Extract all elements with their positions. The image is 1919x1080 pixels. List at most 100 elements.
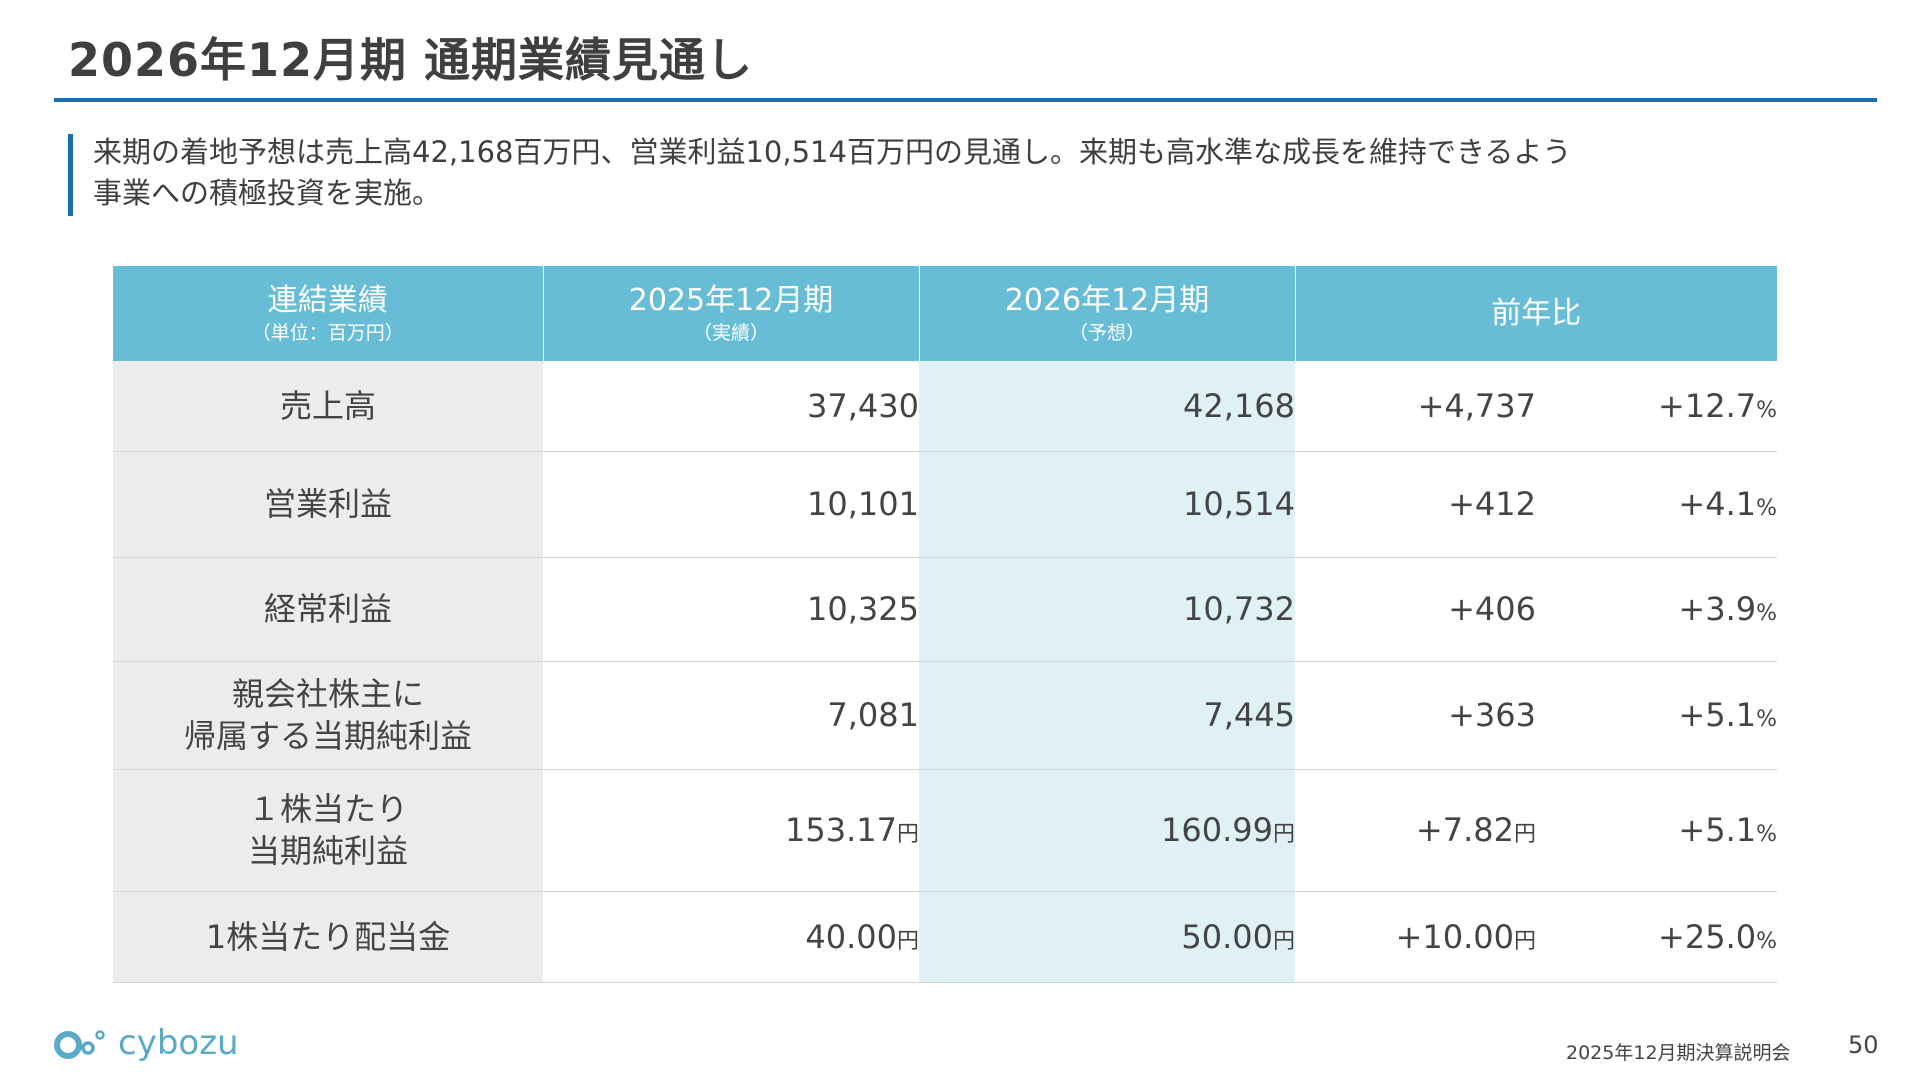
logo-wordmark: cybozu (118, 1023, 239, 1063)
row-label-line: 営業利益 (263, 485, 392, 523)
cell-fy2025: 153.17円 (543, 769, 919, 892)
cell-yoy-pct: +5.1% (1536, 769, 1777, 892)
value: +3.9 (1678, 590, 1757, 628)
value: +4.1 (1678, 485, 1757, 523)
cell-yoy-diff: +412 (1295, 451, 1536, 558)
value: 37,430 (807, 386, 919, 425)
value: 42,168 (1183, 386, 1295, 425)
unit: % (1756, 496, 1777, 521)
value: 153.17 (785, 811, 897, 849)
lead-line-1: 来期の着地予想は売上高42,168百万円、営業利益10,514百万円の見通し。来… (93, 135, 1572, 169)
row-label: 売上高 (113, 361, 543, 452)
row-label: 経常利益 (113, 557, 543, 662)
header-yoy: 前年比 (1295, 266, 1777, 361)
header-fy2025: 2025年12月期 （実績） (543, 266, 920, 361)
row-label-line: 経常利益 (263, 590, 392, 628)
unit: 円 (1513, 928, 1536, 954)
header-metric-unit: （単位：百万円） (251, 321, 404, 344)
cell-fy2025: 10,325 (543, 557, 919, 662)
cell-fy2026: 50.00円 (919, 891, 1295, 983)
footer-event-name: 2025年12月期決算説明会 (1566, 1042, 1791, 1064)
cybozu-logo: cybozu (54, 1023, 239, 1063)
page-title: 2026年12月期 通期業績見通し (68, 33, 754, 87)
lead-text: 来期の着地予想は売上高42,168百万円、営業利益10,514百万円の見通し。来… (93, 132, 1853, 214)
header-metric: 連結業績 （単位：百万円） (113, 266, 544, 361)
cell-fy2026: 42,168 (919, 361, 1295, 452)
cell-fy2026: 160.99円 (919, 769, 1295, 892)
value: +5.1 (1678, 696, 1757, 734)
row-label-line: 当期純利益 (247, 832, 408, 870)
value: 10,732 (1183, 590, 1295, 628)
header-fy2025-label: 2025年12月期 (628, 282, 834, 318)
value: +25.0 (1658, 917, 1757, 956)
unit: 円 (1272, 822, 1295, 847)
lead-accent-bar (68, 134, 73, 216)
value: 7,081 (827, 696, 919, 734)
row-label-line: 帰属する当期純利益 (183, 717, 472, 755)
unit: % (1756, 928, 1777, 954)
unit: % (1756, 822, 1777, 847)
table-row: 1株当たり配当金 40.00円 50.00円 +10.00円 +25.0% (113, 891, 1777, 983)
row-label: 親会社株主に 帰属する当期純利益 (113, 661, 543, 770)
header-fy2025-sub: （実績） (692, 321, 769, 344)
row-label: 営業利益 (113, 451, 543, 558)
value: 160.99 (1161, 811, 1273, 849)
value: +363 (1448, 696, 1536, 734)
value: +7.82 (1415, 811, 1514, 849)
value: +412 (1448, 485, 1536, 523)
header-fy2026-label: 2026年12月期 (1004, 282, 1210, 318)
header-fy2026: 2026年12月期 （予想） (919, 266, 1296, 361)
header-metric-label: 連結業績 (267, 282, 388, 318)
page-number: 50 (1848, 1031, 1879, 1059)
value: 10,325 (807, 590, 919, 628)
unit: 円 (896, 928, 919, 954)
row-label: 1株当たり配当金 (113, 891, 543, 983)
unit: % (1756, 397, 1777, 423)
cell-yoy-diff: +10.00円 (1295, 891, 1536, 983)
cell-yoy-pct: +25.0% (1536, 891, 1777, 983)
cell-yoy-diff: +4,737 (1295, 361, 1536, 452)
results-table: 連結業績 （単位：百万円） 2025年12月期 （実績） 2026年12月期 （… (113, 266, 1777, 983)
table-row: １株当たり 当期純利益 153.17円 160.99円 +7.82円 +5.1% (113, 769, 1777, 892)
cell-fy2026: 7,445 (919, 661, 1295, 770)
cybozu-logo-icon (54, 1030, 105, 1059)
table-header-row: 連結業績 （単位：百万円） 2025年12月期 （実績） 2026年12月期 （… (113, 266, 1777, 361)
table-row: 経常利益 10,325 10,732 +406 +3.9% (113, 557, 1777, 662)
cell-yoy-pct: +12.7% (1536, 361, 1777, 452)
cell-yoy-diff: +363 (1295, 661, 1536, 770)
title-divider (54, 98, 1877, 102)
row-label-line: 親会社株主に (231, 675, 424, 713)
value: 7,445 (1203, 696, 1295, 734)
value: +5.1 (1678, 811, 1757, 849)
unit: 円 (1513, 822, 1536, 847)
value: +406 (1448, 590, 1536, 628)
table-row: 親会社株主に 帰属する当期純利益 7,081 7,445 +363 +5.1% (113, 661, 1777, 770)
cell-fy2025: 10,101 (543, 451, 919, 558)
value: 10,101 (807, 485, 919, 523)
value: +10.00 (1395, 917, 1514, 956)
row-label-line: １株当たり (247, 790, 408, 828)
unit: % (1756, 601, 1777, 626)
lead-line-2: 事業への積極投資を実施。 (93, 176, 442, 210)
cell-fy2026: 10,514 (919, 451, 1295, 558)
header-fy2026-sub: （予想） (1068, 321, 1145, 344)
header-yoy-label: 前年比 (1491, 295, 1582, 331)
cell-fy2025: 37,430 (543, 361, 919, 452)
cell-fy2025: 40.00円 (543, 891, 919, 983)
value: 10,514 (1183, 485, 1295, 523)
cell-yoy-pct: +4.1% (1536, 451, 1777, 558)
row-label-line: 売上高 (279, 386, 376, 425)
cell-yoy-diff: +406 (1295, 557, 1536, 662)
unit: 円 (1272, 928, 1295, 954)
value: 50.00 (1181, 917, 1273, 956)
table-row: 営業利益 10,101 10,514 +412 +4.1% (113, 451, 1777, 558)
unit: 円 (896, 822, 919, 847)
row-label: １株当たり 当期純利益 (113, 769, 543, 892)
value: +12.7 (1658, 386, 1757, 425)
cell-fy2026: 10,732 (919, 557, 1295, 662)
value: 40.00 (805, 917, 897, 956)
value: +4,737 (1417, 386, 1536, 425)
cell-yoy-pct: +3.9% (1536, 557, 1777, 662)
cell-fy2025: 7,081 (543, 661, 919, 770)
row-label-line: 1株当たり配当金 (205, 917, 451, 956)
